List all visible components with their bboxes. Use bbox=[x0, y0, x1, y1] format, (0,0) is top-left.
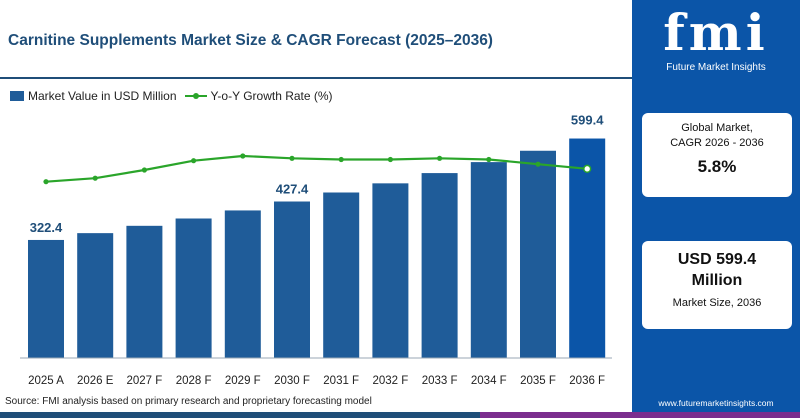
x-tick-label: 2034 F bbox=[471, 375, 507, 387]
x-tick-label: 2025 A bbox=[28, 375, 64, 387]
x-tick-label: 2031 F bbox=[323, 375, 359, 387]
cagr-label-line1: Global Market, bbox=[681, 122, 753, 134]
growth-point-11 bbox=[583, 164, 592, 173]
chart-title: Carnitine Supplements Market Size & CAGR… bbox=[8, 32, 493, 49]
growth-point-2 bbox=[141, 167, 147, 173]
fmi-logo: fmi Future Market Insights bbox=[632, 3, 800, 74]
bar-2031-f bbox=[323, 192, 360, 358]
bar-2028-f bbox=[175, 218, 212, 358]
bar-2027-f bbox=[126, 225, 163, 358]
logo-wordmark: fmi bbox=[663, 3, 769, 62]
bar-2025-a bbox=[28, 239, 64, 358]
market-size-label: Market Size, 2036 bbox=[672, 297, 762, 309]
legend-line-swatch bbox=[184, 91, 207, 101]
legend-bar-swatch bbox=[10, 91, 24, 101]
growth-point-6 bbox=[338, 156, 344, 163]
growth-point-0 bbox=[43, 179, 49, 185]
data-label-5: 427.4 bbox=[276, 182, 309, 197]
bar-2036-f bbox=[569, 138, 606, 358]
market-size-value-line2: Million bbox=[691, 272, 743, 289]
growth-point-3 bbox=[191, 158, 197, 164]
x-tick-label: 2032 F bbox=[372, 375, 408, 387]
cagr-card: Global Market, CAGR 2026 - 2036 5.8% bbox=[642, 113, 792, 197]
growth-point-7 bbox=[387, 156, 393, 163]
chart-panel: Carnitine Supplements Market Size & CAGR… bbox=[0, 32, 632, 407]
x-tick-label: 2026 E bbox=[77, 375, 114, 387]
growth-point-9 bbox=[486, 156, 492, 163]
source-note: Source: FMI analysis based on primary re… bbox=[5, 396, 372, 407]
growth-point-10 bbox=[535, 161, 541, 167]
chart-plot: 322.4 427.4 599.4 2025 A 2026 E 2027 F 2028 F 2… bbox=[20, 113, 612, 387]
bottom-color-strip bbox=[0, 412, 800, 418]
bar-2032-f bbox=[372, 183, 409, 358]
bar-2035-f bbox=[520, 150, 556, 358]
growth-point-8 bbox=[437, 155, 443, 161]
x-tick-label: 2033 F bbox=[422, 375, 458, 387]
cagr-value: 5.8% bbox=[697, 157, 737, 176]
market-size-value: USD 599.4 Million bbox=[642, 249, 792, 291]
bar-2029-f bbox=[224, 210, 261, 358]
x-tick-label: 2035 F bbox=[520, 375, 556, 387]
sidebar: fmi Future Market Insights Global Market… bbox=[632, 0, 800, 412]
chart-legend: Market Value in USD Million Y-o-Y Growth… bbox=[10, 89, 333, 103]
bar-2026-e bbox=[77, 233, 114, 358]
x-tick-label: 2027 F bbox=[126, 375, 162, 387]
data-label-0: 322.4 bbox=[30, 220, 63, 235]
growth-point-1 bbox=[92, 175, 98, 181]
x-tick-label: 2036 F bbox=[569, 375, 605, 387]
title-divider bbox=[0, 77, 632, 79]
market-size-value-line1: USD 599.4 bbox=[677, 251, 757, 268]
legend-line-label: Y-o-Y Growth Rate (%) bbox=[210, 89, 333, 103]
market-size-card: USD 599.4 Million Market Size, 2036 bbox=[642, 241, 792, 329]
x-tick-label: 2028 F bbox=[176, 375, 212, 387]
bar-2030-f bbox=[274, 201, 310, 358]
logo-subtitle: Future Market Insights bbox=[666, 62, 766, 73]
website-link[interactable]: www.futuremarketinsights.com bbox=[658, 398, 774, 408]
x-tick-label: 2029 F bbox=[225, 375, 261, 387]
cagr-card-label: Global Market, CAGR 2026 - 2036 bbox=[642, 121, 792, 151]
bar-2033-f bbox=[421, 173, 458, 358]
x-tick-label: 2030 F bbox=[274, 375, 310, 387]
cagr-label-line2: CAGR 2026 - 2036 bbox=[670, 137, 764, 149]
data-label-11: 599.4 bbox=[571, 113, 604, 128]
bar-2034-f bbox=[470, 162, 507, 358]
growth-point-4 bbox=[240, 153, 246, 159]
growth-point-5 bbox=[289, 155, 295, 161]
growth-rate-line bbox=[45, 154, 588, 183]
legend-bar-label: Market Value in USD Million bbox=[28, 89, 177, 103]
